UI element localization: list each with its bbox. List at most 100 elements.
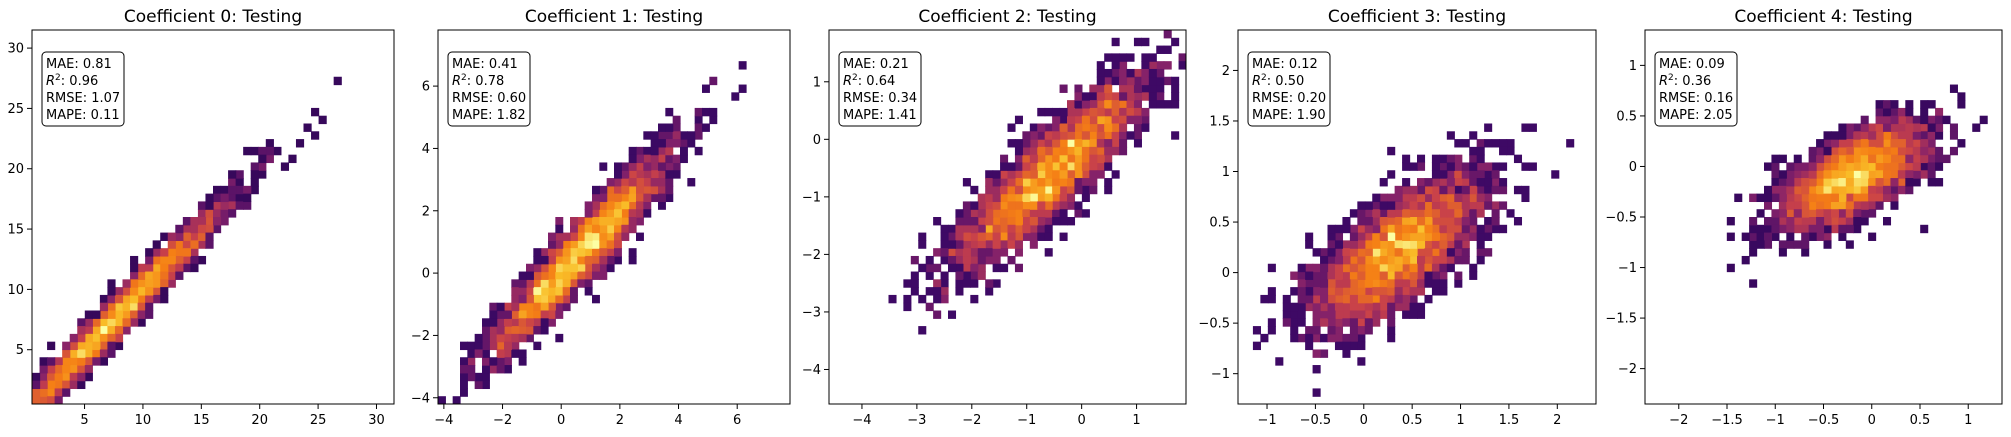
density-cell [205, 201, 214, 210]
density-cell [145, 287, 154, 296]
density-cell [1883, 170, 1892, 179]
density-cell [992, 201, 1001, 210]
density-cell [1484, 232, 1493, 241]
density-cell [533, 326, 542, 335]
density-cell [1052, 115, 1061, 125]
density-cell [39, 380, 48, 390]
density-cell [1044, 178, 1053, 187]
density-cell [1156, 100, 1165, 109]
density-cell [62, 372, 71, 382]
density-cell [1119, 61, 1128, 70]
density-cell [1409, 232, 1418, 241]
density-cell [1912, 123, 1921, 132]
density-cell [1491, 224, 1500, 234]
density-cell [1409, 279, 1418, 288]
density-cell [1402, 279, 1411, 288]
density-cell [47, 372, 56, 382]
density-cell [970, 232, 979, 241]
density-cell [1052, 162, 1061, 171]
density-cell [658, 123, 666, 132]
density-cell [1312, 263, 1321, 273]
density-cell [1000, 201, 1009, 210]
density-cell [1476, 178, 1485, 187]
density-cell [1312, 326, 1321, 335]
density-cell [482, 357, 490, 366]
density-cell [1491, 217, 1500, 226]
density-cell [584, 217, 593, 226]
density-cell [1979, 115, 1988, 125]
density-cell [1141, 68, 1150, 78]
density-cell [1052, 154, 1061, 164]
density-cell [1764, 193, 1773, 203]
density-cell [621, 193, 630, 203]
density-cell [1007, 217, 1016, 226]
density-cell [1074, 92, 1083, 101]
density-cell [1845, 146, 1854, 156]
density-cell [1014, 201, 1023, 210]
density-cell [1357, 271, 1366, 280]
density-cell [182, 224, 191, 234]
density-cell [970, 255, 979, 265]
density-cell [1327, 255, 1336, 265]
density-cell [1327, 318, 1336, 327]
density-cell [1439, 178, 1448, 187]
density-cell [1521, 162, 1530, 171]
density-cell [948, 224, 957, 234]
density-cell [628, 146, 637, 156]
density-cell [1726, 263, 1735, 273]
density-cell [1845, 154, 1854, 164]
density-cell [1037, 185, 1046, 195]
density-cell [1022, 217, 1031, 226]
density-cell [992, 170, 1001, 179]
density-cell [1853, 224, 1862, 234]
density-cell [672, 139, 681, 148]
density-cell [1111, 170, 1120, 179]
x-tick-label: 30 [368, 413, 385, 428]
density-cell [228, 170, 237, 179]
density-cell [1868, 154, 1877, 164]
density-cell [1044, 209, 1053, 218]
density-cell [1860, 178, 1869, 187]
density-cell [694, 123, 703, 132]
density-cell [1379, 217, 1388, 226]
density-cell [584, 209, 593, 218]
density-cell [584, 287, 593, 296]
density-cell [606, 209, 615, 218]
density-cell [1484, 217, 1493, 226]
density-cell [1417, 154, 1426, 164]
density-cell [438, 396, 446, 404]
density-cell [1905, 123, 1914, 132]
density-cell [1014, 248, 1023, 257]
density-cell [665, 185, 674, 195]
density-cell [1927, 131, 1936, 140]
density-cell [152, 279, 161, 288]
density-cell [1935, 123, 1944, 132]
x-tick-label: 4 [674, 413, 682, 428]
density-cell [1402, 224, 1411, 234]
density-cell [1446, 209, 1455, 218]
density-cell [1771, 185, 1780, 195]
density-cell [496, 326, 505, 335]
density-cell [533, 294, 542, 304]
density-cell [1830, 209, 1839, 218]
density-cell [533, 279, 542, 288]
density-cell [1883, 154, 1892, 164]
density-cell [1111, 37, 1120, 47]
density-cell [650, 178, 659, 187]
density-cell [107, 302, 116, 312]
density-cell [1845, 201, 1854, 210]
density-cell [1014, 193, 1023, 203]
density-cell [1778, 185, 1787, 195]
density-cell [1431, 224, 1440, 234]
y-tick-label: 2 [422, 204, 430, 219]
density-cell [1897, 131, 1906, 140]
density-cell [1357, 240, 1366, 249]
density-cell [1476, 146, 1485, 156]
density-cell [1029, 209, 1038, 218]
density-cell [1454, 193, 1463, 203]
density-cell [1454, 255, 1463, 265]
density-cell [311, 107, 320, 117]
y-tick-label: −2 [802, 248, 821, 263]
density-cell [1409, 310, 1418, 319]
density-cell [1771, 162, 1780, 171]
